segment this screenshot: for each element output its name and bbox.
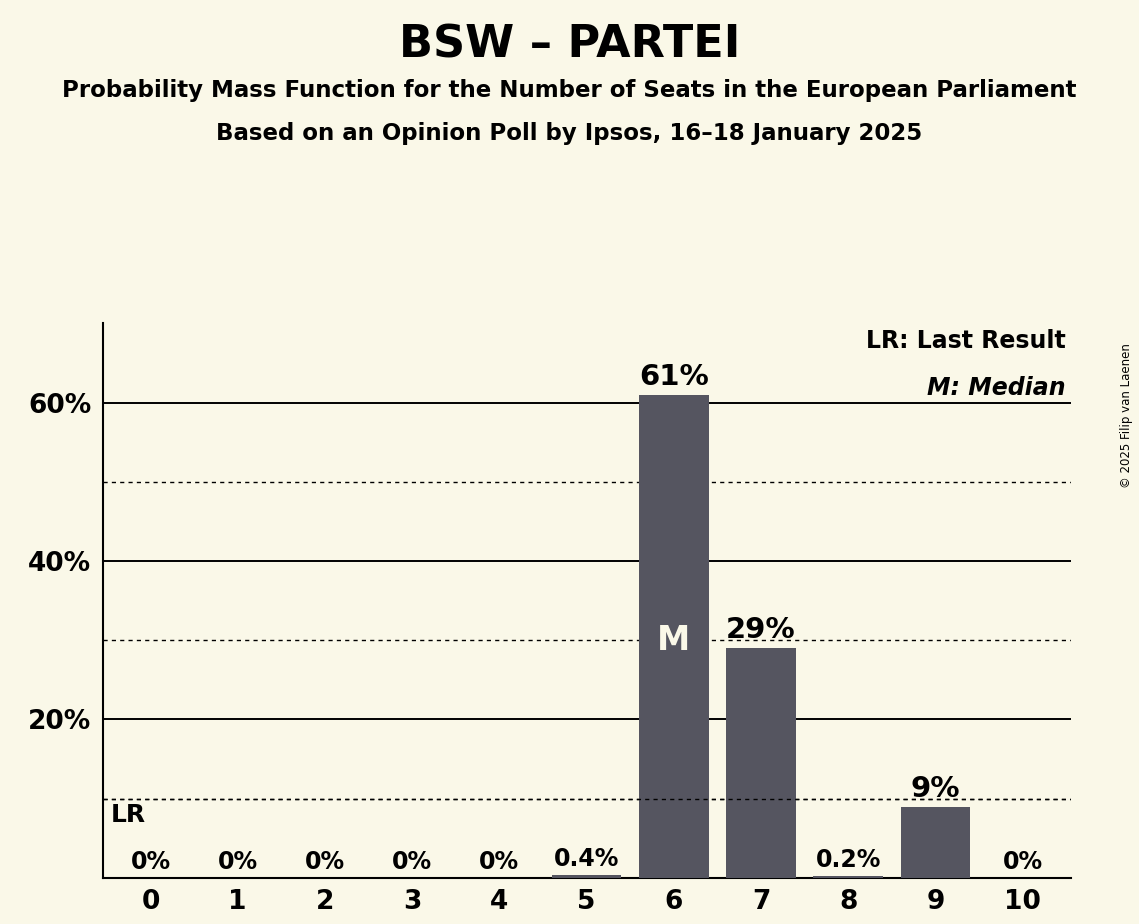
Text: 0%: 0% [1002, 850, 1042, 874]
Text: M: Median: M: Median [927, 376, 1066, 400]
Text: 0%: 0% [480, 850, 519, 874]
Text: 0%: 0% [218, 850, 257, 874]
Text: 9%: 9% [911, 774, 960, 803]
Bar [813, 876, 883, 878]
Text: Probability Mass Function for the Number of Seats in the European Parliament: Probability Mass Function for the Number… [63, 79, 1076, 102]
Bar [551, 875, 622, 878]
Text: 0%: 0% [305, 850, 345, 874]
Text: M: M [657, 624, 690, 657]
Bar [727, 648, 796, 878]
Text: LR: Last Result: LR: Last Result [866, 329, 1066, 353]
Text: Based on an Opinion Poll by Ipsos, 16–18 January 2025: Based on an Opinion Poll by Ipsos, 16–18… [216, 122, 923, 145]
Text: 0%: 0% [131, 850, 171, 874]
Text: LR: LR [112, 803, 146, 827]
Text: 0%: 0% [392, 850, 432, 874]
Text: BSW – PARTEI: BSW – PARTEI [399, 23, 740, 67]
Text: © 2025 Filip van Laenen: © 2025 Filip van Laenen [1121, 344, 1133, 488]
Bar [901, 807, 970, 878]
Bar [639, 395, 708, 878]
Text: 29%: 29% [727, 616, 796, 644]
Text: 61%: 61% [639, 363, 708, 391]
Text: 0.2%: 0.2% [816, 848, 880, 872]
Text: 0.4%: 0.4% [554, 846, 620, 870]
